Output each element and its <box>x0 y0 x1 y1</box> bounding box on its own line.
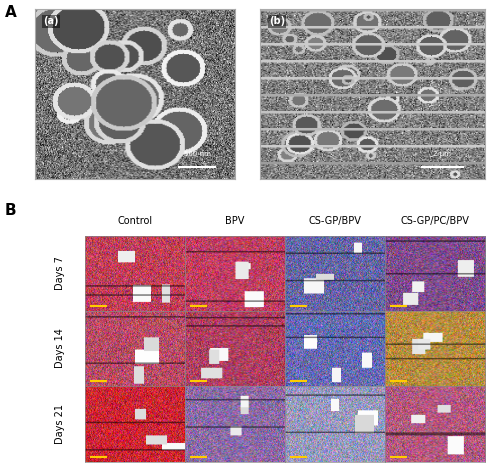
Text: 2 μm: 2 μm <box>434 151 451 157</box>
Text: Days 7: Days 7 <box>55 256 65 290</box>
Text: Days 14: Days 14 <box>55 329 65 368</box>
Text: 500 nm: 500 nm <box>184 151 210 157</box>
Text: CS-GP/PC/BPV: CS-GP/PC/BPV <box>400 216 469 227</box>
Text: A: A <box>5 5 17 20</box>
Text: CS-GP/BPV: CS-GP/BPV <box>308 216 362 227</box>
Text: B: B <box>5 203 16 218</box>
Text: (a): (a) <box>43 16 59 26</box>
Text: Control: Control <box>118 216 152 227</box>
Text: (b): (b) <box>269 16 285 26</box>
Text: BPV: BPV <box>226 216 244 227</box>
Text: Days 21: Days 21 <box>55 404 65 444</box>
